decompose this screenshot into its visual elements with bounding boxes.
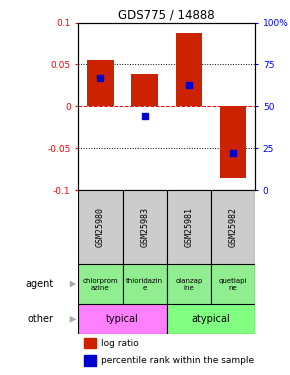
Bar (84, 356, 96, 366)
Bar (78, 264, 122, 304)
Bar (122, 190, 167, 264)
Text: GSM25982: GSM25982 (229, 207, 238, 247)
Text: olanzap
ine: olanzap ine (175, 278, 202, 291)
Bar (211, 190, 255, 264)
Text: GSM25981: GSM25981 (184, 207, 193, 247)
Bar (167, 190, 211, 264)
Text: thioridazin
e: thioridazin e (126, 278, 163, 291)
Bar (84, 338, 96, 348)
Text: GSM25983: GSM25983 (140, 207, 149, 247)
Text: other: other (28, 314, 54, 324)
Text: agent: agent (26, 279, 54, 289)
Bar (211, 264, 255, 304)
Bar (78, 190, 122, 264)
Text: percentile rank within the sample: percentile rank within the sample (101, 356, 254, 365)
Bar (131, 75, 158, 106)
Bar (176, 33, 202, 106)
Text: log ratio: log ratio (101, 339, 139, 348)
Text: quetiapi
ne: quetiapi ne (219, 278, 247, 291)
Bar (167, 304, 255, 334)
Bar (167, 264, 211, 304)
Bar (87, 60, 114, 106)
Text: typical: typical (106, 314, 139, 324)
Bar (220, 106, 246, 178)
Text: chlorprom
azine: chlorprom azine (83, 278, 118, 291)
Title: GDS775 / 14888: GDS775 / 14888 (118, 8, 215, 21)
Text: atypical: atypical (192, 314, 230, 324)
Text: GSM25980: GSM25980 (96, 207, 105, 247)
Bar (78, 304, 167, 334)
Bar (122, 264, 167, 304)
